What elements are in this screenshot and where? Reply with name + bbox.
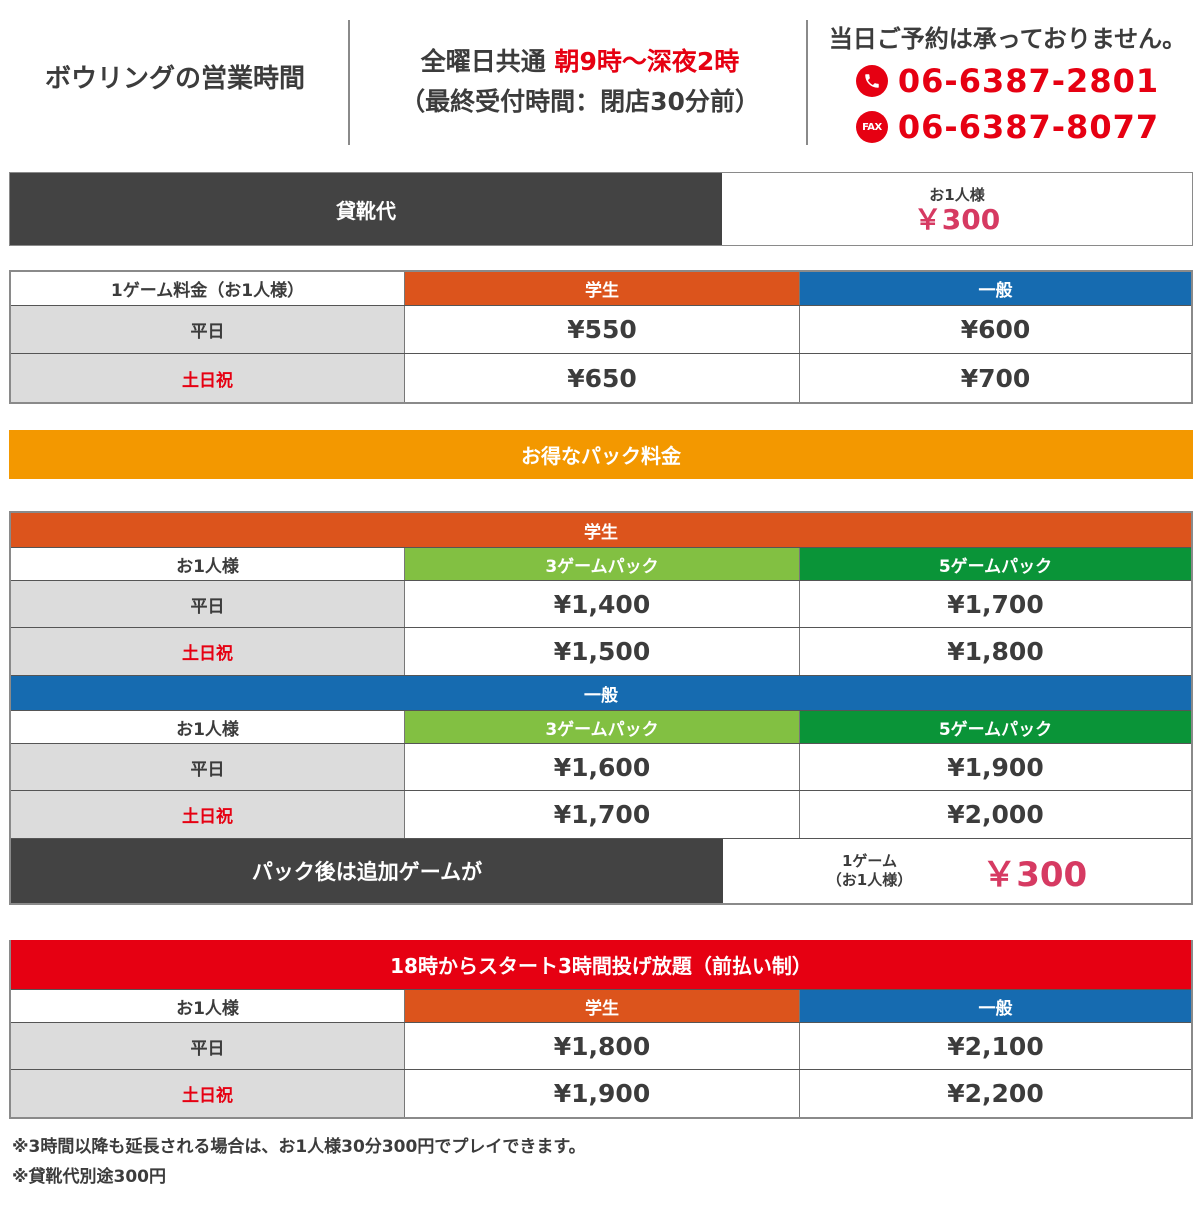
phone-row: 06-6387-2801 (815, 58, 1200, 104)
price-cell: ¥2,100 (800, 1023, 1191, 1069)
price-cell: ¥1,700 (800, 581, 1191, 627)
hours-time: 朝9時〜深夜2時 (554, 47, 740, 76)
row-label-weekday: 平日 (11, 744, 405, 790)
header: ボウリングの営業時間 全曜日共通 朝9時〜深夜2時 （最終受付時間：閉店30分前… (0, 0, 1200, 160)
contact-info: 当日ご予約は承っておりません。 06-6387-2801 FAX 06-6387… (815, 20, 1200, 150)
price-cell: ¥1,500 (405, 628, 800, 675)
row-label-weekday: 平日 (11, 1023, 405, 1069)
table-header-row: 1ゲーム料金（お1人様） 学生 一般 (11, 272, 1191, 306)
reservation-notice: 当日ご予約は承っておりません。 (828, 25, 1187, 53)
phone-icon (855, 65, 888, 97)
fax-number: 06-6387-8077 (897, 108, 1160, 146)
column-header-general: 一般 (800, 990, 1191, 1022)
price-cell: ¥600 (800, 306, 1191, 353)
column-header: お1人様 (11, 711, 405, 743)
price-cell: ¥1,700 (405, 791, 800, 838)
phone-number-link[interactable]: 06-6387-2801 (897, 62, 1160, 100)
hours-prefix: 全曜日共通 (420, 47, 546, 76)
column-header-general: 一般 (800, 272, 1191, 305)
price-cell: ¥2,200 (800, 1070, 1191, 1117)
section-title-row: 学生 (11, 513, 1191, 548)
table-header-row: お1人様 3ゲームパック 5ゲームパック (11, 711, 1191, 744)
price-cell: ¥1,800 (800, 628, 1191, 675)
table-row: 土日祝 ¥1,500 ¥1,800 (11, 628, 1191, 676)
table-row: 土日祝 ¥1,700 ¥2,000 (11, 791, 1191, 839)
shoe-rental-price: ￥300 (913, 202, 1001, 236)
table-header-row: お1人様 3ゲームパック 5ゲームパック (11, 548, 1191, 581)
price-cell: ¥700 (800, 354, 1191, 402)
table-row: 土日祝 ¥650 ¥700 (11, 354, 1191, 402)
shoe-rental-label: 貸靴代 (10, 173, 722, 245)
extra-game-row: パック後は追加ゲームが 1ゲーム （お1人様） ￥300 (11, 839, 1191, 903)
column-header-5game: 5ゲームパック (800, 711, 1191, 743)
single-game-table: 1ゲーム料金（お1人様） 学生 一般 平日 ¥550 ¥600 土日祝 ¥650… (9, 270, 1193, 404)
fax-row: FAX 06-6387-8077 (815, 104, 1200, 150)
extra-game-label: パック後は追加ゲームが (11, 839, 723, 903)
section-title-row: 一般 (11, 676, 1191, 711)
extra-game-value: 1ゲーム （お1人様） ￥300 (723, 839, 1191, 903)
table-row: 平日 ¥1,800 ¥2,100 (11, 1023, 1191, 1070)
pack-table: 学生 お1人様 3ゲームパック 5ゲームパック 平日 ¥1,400 ¥1,700… (9, 511, 1193, 905)
divider (806, 20, 808, 145)
note-shoe-rental: ※貸靴代別途300円 (12, 1167, 167, 1187)
column-header-3game: 3ゲームパック (405, 711, 800, 743)
unlimited-table: 18時からスタート3時間投げ放題（前払い制） お1人様 学生 一般 平日 ¥1,… (9, 940, 1193, 1119)
unit-line-2: （お1人様） (826, 871, 913, 889)
table-header-row: お1人様 学生 一般 (11, 990, 1191, 1023)
table-row: 平日 ¥1,600 ¥1,900 (11, 744, 1191, 791)
extra-game-price: ￥300 (982, 854, 1088, 895)
row-label-weekend: 土日祝 (11, 354, 405, 402)
row-label-weekend: 土日祝 (11, 1070, 405, 1117)
column-header: お1人様 (11, 990, 405, 1022)
extra-game-unit: 1ゲーム （お1人様） (827, 852, 912, 890)
price-cell: ¥1,600 (405, 744, 800, 790)
unit-line-1: 1ゲーム (842, 852, 897, 870)
price-cell: ¥650 (405, 354, 800, 402)
column-header: お1人様 (11, 548, 405, 580)
row-label-weekend: 土日祝 (11, 791, 405, 838)
row-label-weekday: 平日 (11, 581, 405, 627)
row-label-weekday: 平日 (11, 306, 405, 353)
section-title-row: 18時からスタート3時間投げ放題（前払い制） (11, 940, 1191, 990)
last-entry: （最終受付時間：閉店30分前） (400, 87, 760, 116)
hours-info: 全曜日共通 朝9時〜深夜2時 （最終受付時間：閉店30分前） (370, 42, 790, 122)
column-header-3game: 3ゲームパック (405, 548, 800, 580)
pack-banner: お得なパック料金 (9, 430, 1193, 479)
price-cell: ¥1,900 (800, 744, 1191, 790)
per-person-label: お1人様 (929, 185, 985, 204)
note-extension: ※3時間以降も延長される場合は、お1人様30分300円でプレイできます。 (12, 1137, 586, 1157)
price-cell: ¥1,400 (405, 581, 800, 627)
unlimited-title: 18時からスタート3時間投げ放題（前払い制） (11, 940, 1191, 989)
section-title-general: 一般 (11, 676, 1191, 710)
notes: ※3時間以降も延長される場合は、お1人様30分300円でプレイできます。 ※貸靴… (12, 1132, 586, 1192)
table-row: 平日 ¥1,400 ¥1,700 (11, 581, 1191, 628)
section-title-student: 学生 (11, 513, 1191, 547)
shoe-rental-box: 貸靴代 お1人様 ￥300 (9, 172, 1193, 246)
shoe-rental-value: お1人様 ￥300 (722, 173, 1192, 245)
table-row: 土日祝 ¥1,900 ¥2,200 (11, 1070, 1191, 1117)
column-header-student: 学生 (405, 990, 800, 1022)
table-row: 平日 ¥550 ¥600 (11, 306, 1191, 354)
fax-icon: FAX (855, 111, 888, 143)
divider (348, 20, 350, 145)
price-cell: ¥1,900 (405, 1070, 800, 1117)
column-header-5game: 5ゲームパック (800, 548, 1191, 580)
row-label-weekend: 土日祝 (11, 628, 405, 675)
price-cell: ¥2,000 (800, 791, 1191, 838)
column-header: 1ゲーム料金（お1人様） (11, 272, 405, 305)
hours-label: ボウリングの営業時間 (44, 64, 305, 94)
price-cell: ¥550 (405, 306, 800, 353)
column-header-student: 学生 (405, 272, 800, 305)
price-cell: ¥1,800 (405, 1023, 800, 1069)
